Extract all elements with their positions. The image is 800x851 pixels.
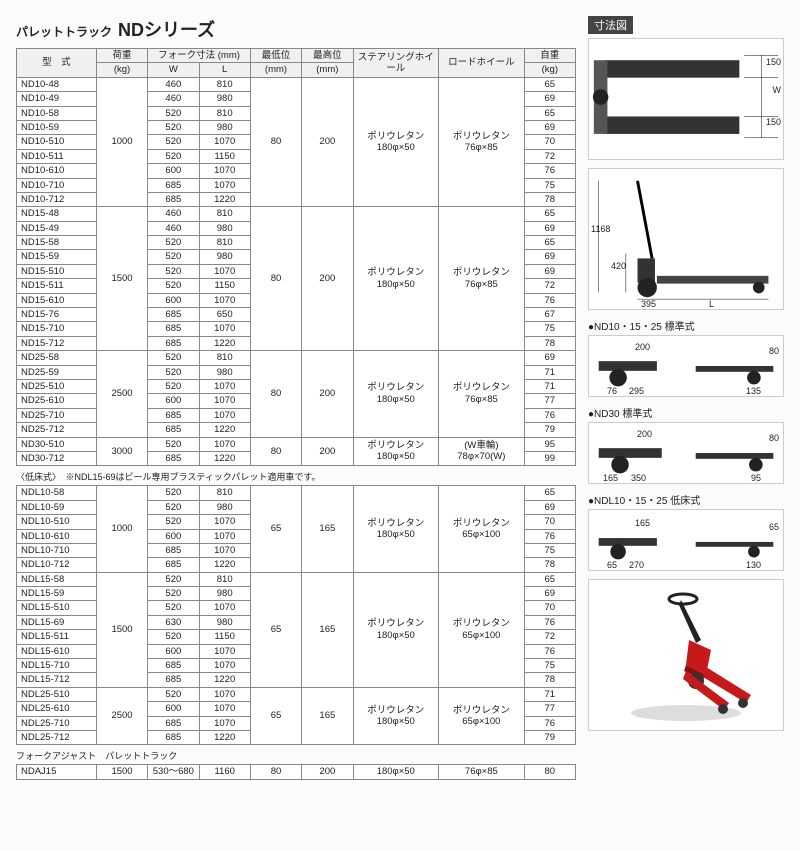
product-photo — [588, 579, 784, 731]
table-row: NDAJ151500530～680116080200180φ×5076φ×858… — [17, 765, 576, 779]
th-loadwheel: ロードホイール — [439, 49, 525, 78]
nd30-165: 165 — [603, 473, 618, 483]
title-jp: パレットトラック — [16, 23, 112, 40]
std-80: 80 — [769, 346, 779, 356]
std-200: 200 — [635, 342, 650, 352]
ndl-65: 65 — [769, 522, 779, 532]
th-maxh-unit: (mm) — [302, 63, 353, 77]
label-ndl: ●NDL10・15・25 低床式 — [588, 492, 784, 507]
th-fork: フォーク寸法 (mm) — [148, 49, 251, 63]
table-row: ND10-48100046081080200ポリウレタン 180φ×50ポリウレ… — [17, 77, 576, 91]
nd30-95: 95 — [751, 473, 761, 483]
dim-W: W — [773, 85, 782, 95]
th-minh: 最低位 — [250, 49, 301, 63]
diagram-side-view: 1168 420 395 L — [588, 168, 784, 310]
table-row: NDL15-58150052081065165ポリウレタン 180φ×50ポリウ… — [17, 572, 576, 586]
nd30-200: 200 — [637, 429, 652, 439]
nd30-350: 350 — [631, 473, 646, 483]
ndl-65b: 65 — [607, 560, 617, 570]
label-std: ●ND10・15・25 標準式 — [588, 318, 784, 333]
nd30-80: 80 — [769, 433, 779, 443]
note-lowfloor: 〈低床式〉 ※NDL15-69はビール専用プラスティックパレット適用車です。 — [16, 470, 576, 483]
table-row: NDL10-58100052081065165ポリウレタン 180φ×50ポリウ… — [17, 486, 576, 500]
dim-395: 395 — [641, 299, 656, 309]
th-load: 荷重 — [96, 49, 147, 63]
std-135: 135 — [746, 386, 761, 396]
dim-150b: 150 — [766, 117, 781, 127]
th-steer: ステアリングホイール — [353, 49, 439, 78]
table-row: ND25-58250052081080200ポリウレタン 180φ×50ポリウレ… — [17, 351, 576, 365]
spec-table-low: NDL10-58100052081065165ポリウレタン 180φ×50ポリウ… — [16, 485, 576, 745]
dim-L: L — [709, 299, 714, 309]
std-295: 295 — [629, 386, 644, 396]
spec-table-adjust: NDAJ151500530～680116080200180φ×5076φ×858… — [16, 764, 576, 779]
diagram-ndl-detail: 165 65 65 270 130 — [588, 509, 784, 571]
std-76: 76 — [607, 386, 617, 396]
dim-420: 420 — [611, 261, 626, 271]
title-series: NDシリーズ — [118, 16, 215, 42]
dim-heading: 寸法図 — [588, 16, 633, 34]
th-load-unit: (kg) — [96, 63, 147, 77]
table-row: NDL25-5102500520107065165ポリウレタン 180φ×50ポ… — [17, 687, 576, 701]
dim-1168: 1168 — [591, 224, 610, 234]
ndl-165: 165 — [635, 518, 650, 528]
th-fork-l: L — [199, 63, 250, 77]
table-row: ND30-5103000520107080200ポリウレタン 180φ×50(W… — [17, 437, 576, 451]
th-minh-unit: (mm) — [250, 63, 301, 77]
th-weight-unit: (kg) — [524, 63, 575, 77]
diagram-nd30-detail: 200 80 165 350 95 — [588, 422, 784, 484]
spec-table-standard: 型 式 荷重 フォーク寸法 (mm) 最低位 最高位 ステアリングホイール ロー… — [16, 48, 576, 466]
th-fork-w: W — [148, 63, 199, 77]
ndl-130: 130 — [746, 560, 761, 570]
th-weight: 自重 — [524, 49, 575, 63]
diagram-std-detail: 200 80 76 295 135 — [588, 335, 784, 397]
table-row: ND15-48150046081080200ポリウレタン 180φ×50ポリウレ… — [17, 207, 576, 221]
diagram-top-view: 150 W 150 — [588, 38, 784, 160]
dim-150a: 150 — [766, 57, 781, 67]
th-maxh: 最高位 — [302, 49, 353, 63]
th-model: 型 式 — [17, 49, 97, 78]
ndl-270: 270 — [629, 560, 644, 570]
label-nd30: ●ND30 標準式 — [588, 405, 784, 420]
adjust-title: フォークアジャスト パレットトラック — [16, 749, 576, 762]
